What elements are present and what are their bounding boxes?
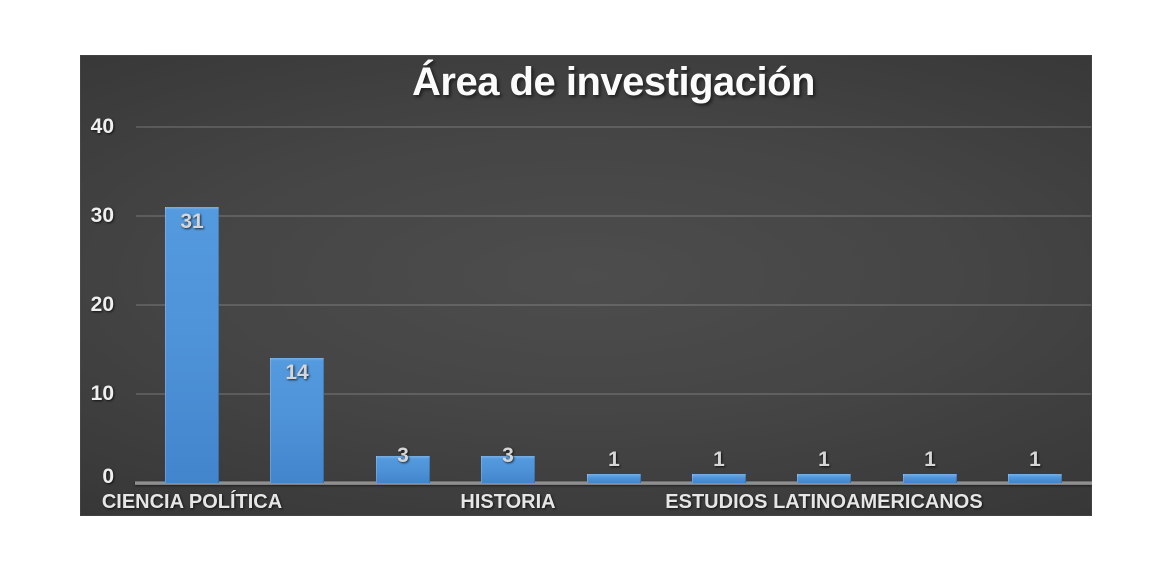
- bar-value-label: 1: [818, 448, 830, 471]
- bar-value-label: 1: [608, 448, 620, 471]
- bar: [270, 358, 324, 483]
- bar: [797, 474, 851, 483]
- bar: [165, 207, 219, 483]
- bar: [903, 474, 957, 483]
- gridline-10: [136, 393, 1091, 395]
- bar: [587, 474, 641, 483]
- gridline-40: [136, 126, 1091, 128]
- bar-value-label: 1: [713, 448, 725, 471]
- chart-panel: Área de investigación 0 10 20 30 40 31 14 3 3 1 1…: [80, 55, 1092, 516]
- bar-value-label: 31: [180, 210, 204, 233]
- y-axis-label-30: 30: [90, 204, 114, 227]
- bar: [692, 474, 746, 483]
- category-label: HISTORIA: [460, 491, 556, 513]
- y-axis-label-0: 0: [102, 465, 114, 488]
- gridline-30: [136, 215, 1091, 217]
- bar-value-label: 3: [502, 444, 514, 467]
- bar-value-label: 1: [1029, 448, 1041, 471]
- bar: [481, 456, 535, 483]
- y-axis-label-20: 20: [90, 293, 114, 316]
- category-label: CIENCIA POLÍTICA: [101, 491, 283, 513]
- bar: [1008, 474, 1062, 483]
- x-axis-line: [135, 481, 1092, 485]
- plot-area: 0 10 20 30 40 31 14 3 3 1 1 1 1 1 CIENCIA POLÍTICA HI…: [80, 55, 1092, 516]
- bar: [376, 456, 430, 483]
- chart-title: Área de investigación: [412, 60, 815, 104]
- y-axis-label-40: 40: [90, 115, 114, 138]
- y-axis-label-10: 10: [90, 382, 114, 405]
- bar-value-label: 14: [285, 361, 309, 384]
- category-label: ESTUDIOS LATINOAMERICANOS: [665, 491, 983, 513]
- bar-value-label: 3: [397, 444, 409, 467]
- gridline-20: [136, 304, 1091, 306]
- bar-value-label: 1: [924, 448, 936, 471]
